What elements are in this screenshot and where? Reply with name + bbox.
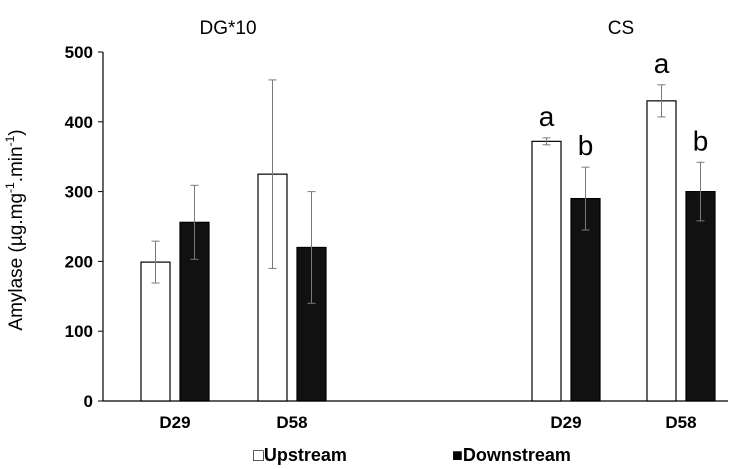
group-title: CS	[608, 18, 634, 39]
category-label: D29	[159, 413, 190, 432]
legend-swatch-downstream: ■	[452, 445, 463, 465]
y-axis-title-sup2: -1	[3, 135, 17, 146]
y-axis-title: Amylase (µg.mg-1.min-1)	[3, 129, 27, 330]
category-label: D58	[665, 413, 696, 432]
y-axis-title-end: )	[6, 129, 27, 135]
bar-downstream	[570, 197, 601, 402]
y-axis-title-base: Amylase (µg.mg	[6, 193, 27, 331]
y-tick-label: 200	[65, 252, 93, 271]
y-tick-label: 0	[84, 392, 93, 411]
y-tick-label: 100	[65, 322, 93, 341]
legend: □Upstream ■Downstream	[253, 445, 571, 465]
y-tick-label: 300	[65, 183, 93, 202]
bar-upstream	[531, 140, 562, 402]
y-tick-label: 500	[65, 43, 93, 62]
significance-label: a	[539, 101, 555, 132]
bar-downstream	[685, 191, 716, 402]
significance-label: a	[654, 48, 670, 79]
category-label: D29	[550, 413, 581, 432]
bar-upstream	[646, 100, 677, 402]
y-axis-title-sup1: -1	[3, 182, 17, 193]
bars-layer	[140, 79, 716, 402]
y-axis-title-mid: .min	[6, 146, 27, 182]
legend-label: Upstream	[264, 445, 347, 465]
legend-swatch-upstream: □	[253, 445, 264, 465]
significance-label: b	[578, 130, 594, 161]
legend-item-upstream: □Upstream	[253, 445, 347, 465]
y-tick-label: 400	[65, 113, 93, 132]
bar-upstream	[140, 261, 171, 402]
group-title: DG*10	[199, 18, 256, 39]
category-label: D58	[276, 413, 307, 432]
significance-label: b	[693, 125, 709, 156]
legend-item-downstream: ■Downstream	[452, 445, 571, 465]
legend-label: Downstream	[463, 445, 571, 465]
